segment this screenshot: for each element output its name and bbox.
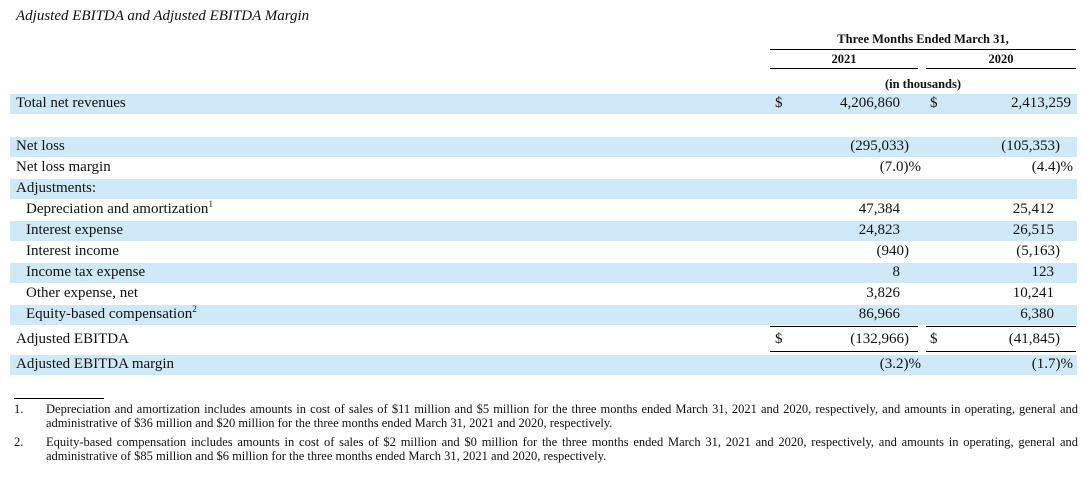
currency-symbol: $ [930, 95, 938, 111]
table-row-income-tax-expense: Income tax expense 8 123 [10, 263, 1077, 283]
footnote-2: 2. Equity-based compensation includes am… [14, 435, 1078, 465]
value-2020: 6,380 [1020, 306, 1054, 322]
value-2021: (132,966) [850, 331, 909, 347]
table-row-adjusted-ebitda-margin: Adjusted EBITDA margin (3.2)% (1.7)% [10, 355, 1077, 375]
value-2020: 10,241 [1012, 285, 1054, 301]
total-underline-2021 [770, 351, 918, 352]
column-header-2020-underline [926, 68, 1076, 69]
value-2021: 8 [892, 264, 901, 280]
period-header: Three Months Ended March 31, [837, 32, 1009, 46]
row-label: Equity-based compensation2 [26, 304, 197, 323]
value-2020: (1.7)% [1031, 356, 1073, 372]
period-header-underline [770, 49, 1076, 50]
table-row-net-loss: Net loss (295,033) (105,353) [10, 137, 1077, 157]
footnote-marker: 2 [192, 304, 197, 314]
table-row-adjustments: Adjustments: [10, 179, 1077, 199]
subtotal-underline-2020 [926, 326, 1076, 327]
value-2021: (295,033) [850, 138, 909, 154]
currency-symbol: $ [775, 331, 783, 347]
report-title: Adjusted EBITDA and Adjusted EBITDA Marg… [16, 8, 310, 24]
value-2021: 86,966 [858, 306, 900, 322]
footnote-separator [14, 398, 104, 399]
row-label: Other expense, net [26, 285, 139, 301]
value-2020: (4.4)% [1031, 159, 1073, 175]
row-label: Income tax expense [26, 264, 146, 280]
footnote-number: 1. [14, 402, 24, 416]
value-2020: 26,515 [1012, 222, 1054, 238]
value-2020: (5,163) [1016, 243, 1060, 259]
row-label: Interest income [26, 243, 119, 259]
currency-symbol: $ [775, 95, 783, 111]
value-2020: (105,353) [1001, 138, 1060, 154]
footnote-1: 1. Depreciation and amortization include… [14, 402, 1078, 432]
value-2020: 25,412 [1012, 201, 1054, 217]
table-row-other-expense: Other expense, net 3,826 10,241 [10, 284, 1077, 304]
row-label-text: Depreciation and amortization [26, 201, 209, 217]
value-2021: (3.2)% [879, 356, 921, 372]
column-header-2020: 2020 [988, 52, 1014, 66]
table-row-depreciation: Depreciation and amortization1 47,384 25… [10, 200, 1077, 220]
table-row-total-net-revenues: Total net revenues $ 4,206,860 $ 2,413,2… [10, 94, 1077, 114]
total-underline-2020 [926, 351, 1076, 352]
value-2020: 123 [1031, 264, 1055, 280]
footnote-text: Depreciation and amortization includes a… [46, 402, 1078, 430]
column-header-2021-underline [770, 68, 918, 69]
value-2021: 47,384 [858, 201, 900, 217]
value-2020: (41,845) [1008, 331, 1060, 347]
footnote-text: Equity-based compensation includes amoun… [46, 435, 1078, 463]
value-2021: (7.0)% [879, 159, 921, 175]
row-label: Depreciation and amortization1 [26, 199, 213, 218]
subtotal-underline-2021 [770, 326, 918, 327]
table-row-net-loss-margin: Net loss margin (7.0)% (4.4)% [10, 158, 1077, 178]
value-2020: 2,413,259 [1011, 95, 1071, 111]
row-label: Adjusted EBITDA margin [16, 356, 175, 372]
row-label: Adjusted EBITDA [16, 331, 129, 347]
value-2021: (940) [876, 243, 910, 259]
row-label: Adjustments: [16, 180, 97, 196]
row-label: Net loss [16, 138, 65, 154]
units-label: (in thousands) [884, 77, 962, 91]
row-label: Interest expense [26, 222, 124, 238]
footnote-number: 2. [14, 435, 24, 449]
footnote-marker: 1 [208, 199, 213, 209]
row-label-text: Equity-based compensation [26, 306, 193, 322]
value-2021: 24,823 [858, 222, 900, 238]
table-row-equity-compensation: Equity-based compensation2 86,966 6,380 [10, 305, 1077, 325]
value-2021: 3,826 [866, 285, 900, 301]
row-label: Total net revenues [16, 95, 126, 111]
currency-symbol: $ [930, 331, 938, 347]
column-header-2021: 2021 [831, 52, 857, 66]
table-row-adjusted-ebitda: Adjusted EBITDA $ (132,966) $ (41,845) [10, 330, 1077, 350]
table-row-interest-income: Interest income (940) (5,163) [10, 242, 1077, 262]
value-2021: 4,206,860 [840, 95, 900, 111]
table-row-interest-expense: Interest expense 24,823 26,515 [10, 221, 1077, 241]
row-label: Net loss margin [16, 159, 111, 175]
